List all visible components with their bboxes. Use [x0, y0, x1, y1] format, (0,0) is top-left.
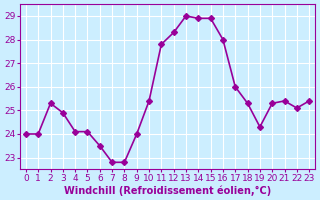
X-axis label: Windchill (Refroidissement éolien,°C): Windchill (Refroidissement éolien,°C): [64, 185, 271, 196]
